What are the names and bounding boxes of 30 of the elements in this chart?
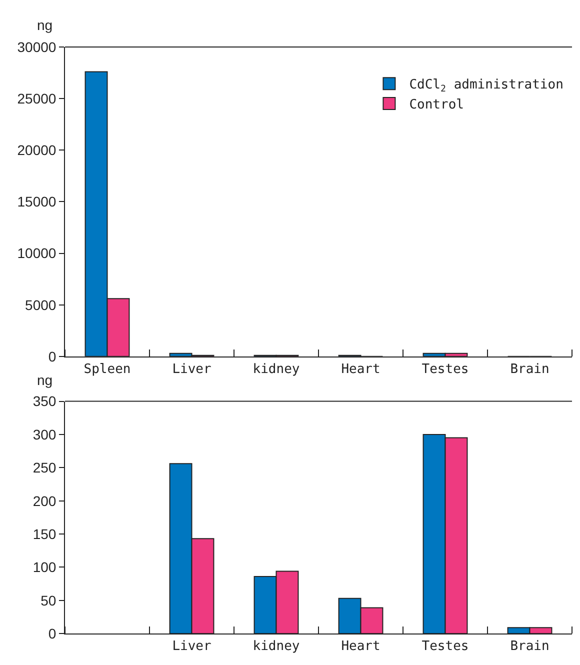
y-tick-label: 350 xyxy=(32,393,56,410)
legend-label: CdCl$_{2}$ administration xyxy=(409,78,564,94)
y-tick-label: 15000 xyxy=(17,194,56,210)
x-tick-label: Brain xyxy=(510,362,550,378)
x-tick-label: kidney xyxy=(252,362,300,378)
y-tick-label: 10000 xyxy=(17,245,56,262)
y-tick-label: 25000 xyxy=(17,90,56,106)
x-tick-label: Heart xyxy=(341,362,380,378)
x-tick-label: Testes xyxy=(422,362,469,378)
x-tick-label: Brain xyxy=(510,639,550,654)
legend-label: Control xyxy=(409,98,464,113)
x-tick-label: Spleen xyxy=(84,362,131,378)
y-tick-label: 20000 xyxy=(17,142,56,158)
y-tick-label: 250 xyxy=(32,460,56,476)
y-tick-label: 5000 xyxy=(25,296,56,313)
x-tick-label: Testes xyxy=(422,639,469,654)
x-tick-label: Liver xyxy=(172,639,212,654)
y-tick-label: 0 xyxy=(48,625,56,642)
y-tick-label: 30000 xyxy=(17,38,56,55)
y-tick-label: 150 xyxy=(32,526,56,542)
x-tick-label: Heart xyxy=(341,639,380,654)
y-axis-title: ng xyxy=(37,17,53,33)
y-tick-label: 200 xyxy=(32,492,56,509)
y-axis-title: ng xyxy=(37,372,53,388)
y-tick-label: 50 xyxy=(40,592,56,608)
x-tick-label: kidney xyxy=(252,639,300,654)
y-tick-label: 100 xyxy=(32,559,56,576)
y-tick-label: 0 xyxy=(48,348,56,364)
y-tick-label: 300 xyxy=(32,426,56,442)
x-tick-label: Liver xyxy=(172,362,212,378)
